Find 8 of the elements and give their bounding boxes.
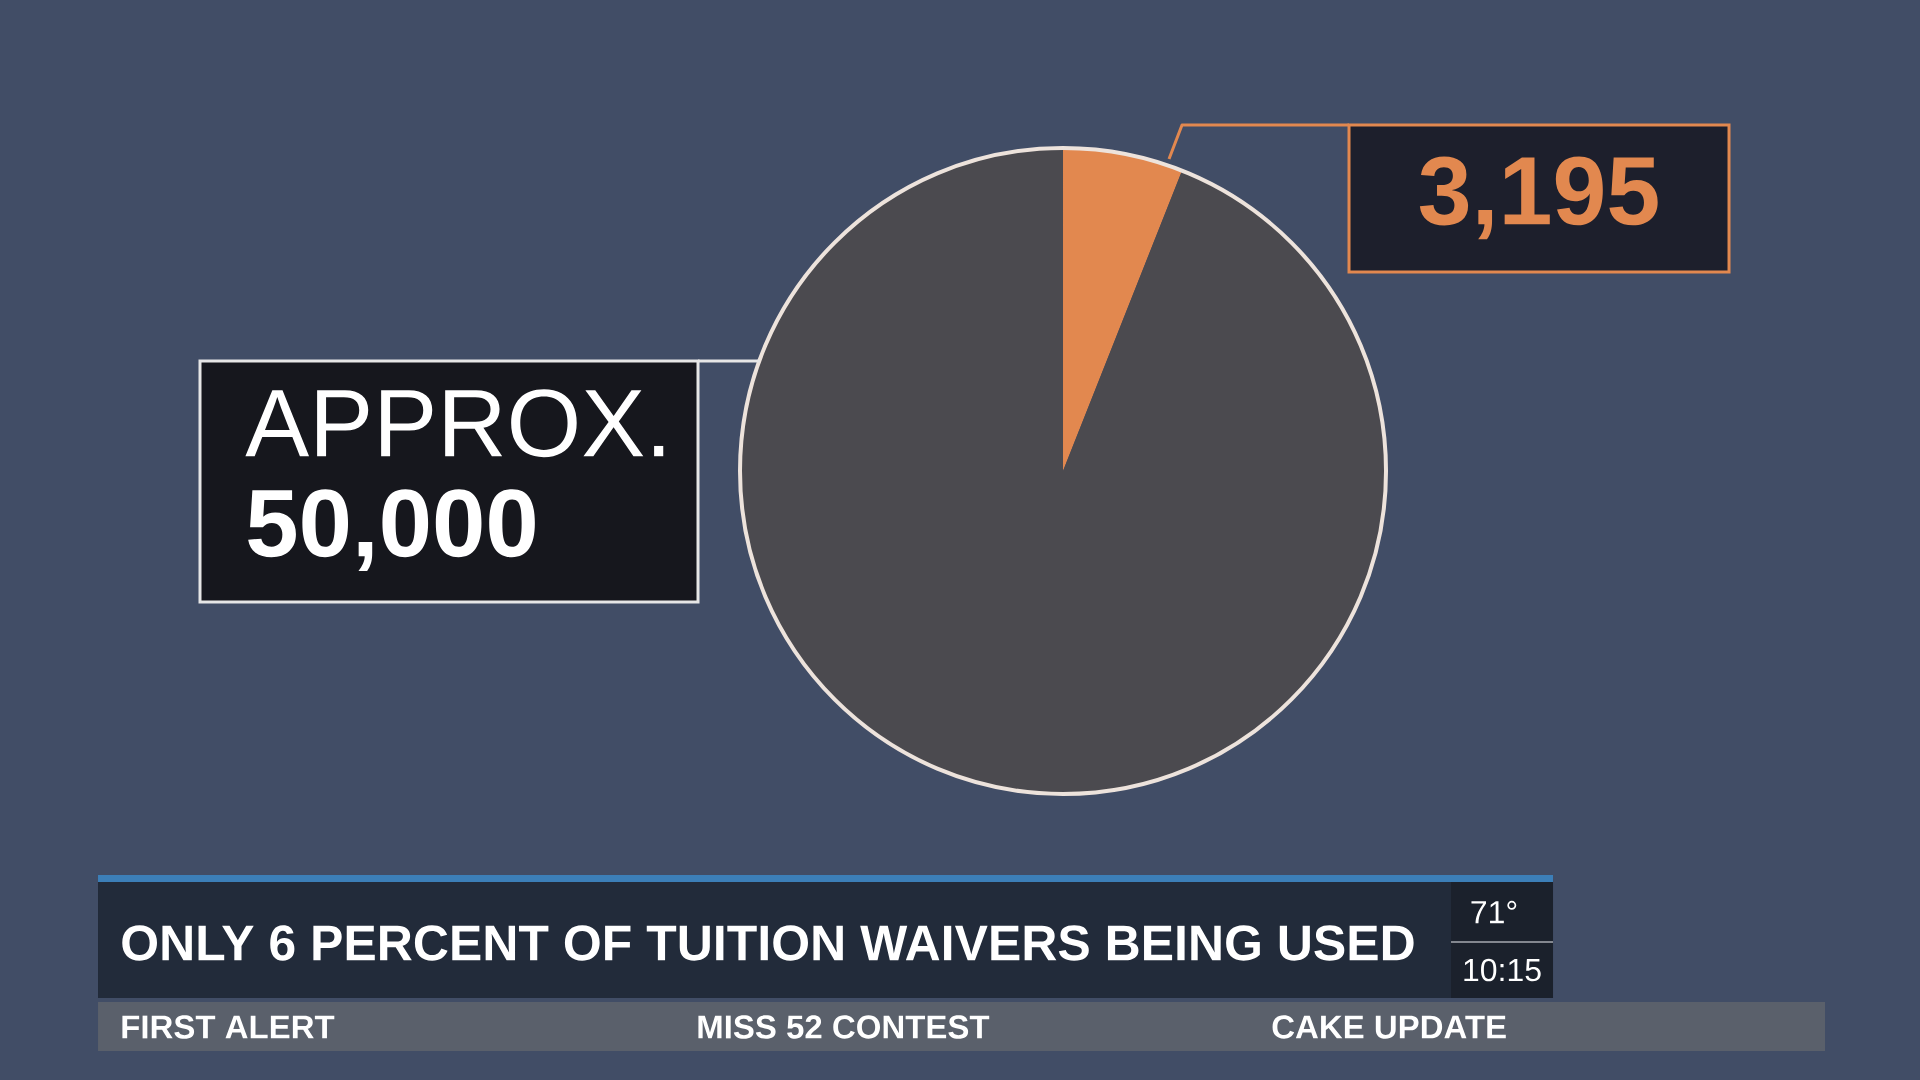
data-label: APPROX. 50,000	[245, 389, 664, 572]
text: ONLY 6 PERCENT OF TUITION WAIVERS BEING USED	[122, 925, 1414, 961]
text: 71°	[1471, 900, 1517, 924]
text: MISS 52 CONTEST	[698, 1015, 990, 1039]
data-label: 3,195	[1419, 156, 1658, 240]
text: 10:15	[1464, 958, 1541, 982]
text: FIRST ALERT	[122, 1015, 335, 1039]
text: CAKE UPDATE	[1272, 1015, 1506, 1039]
